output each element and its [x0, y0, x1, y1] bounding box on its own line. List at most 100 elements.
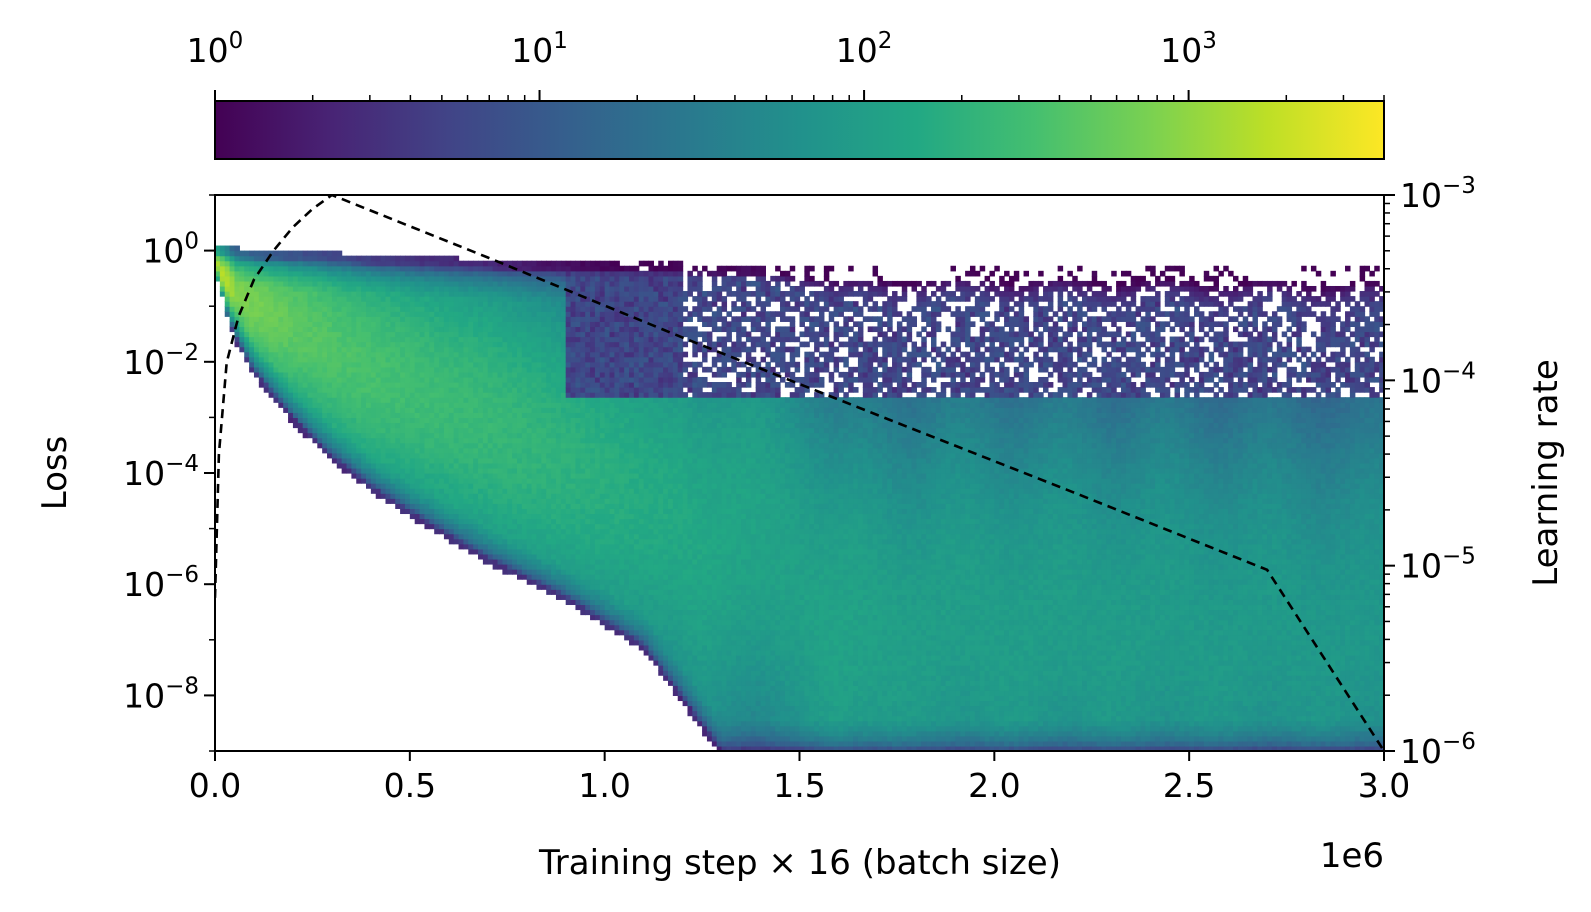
heatmap-cell: [536, 553, 542, 560]
heatmap-cell: [526, 422, 533, 429]
heatmap-cell: [541, 503, 547, 509]
heatmap-cell: [546, 574, 552, 580]
heatmap-cell: [575, 296, 581, 302]
heatmap-cell: [331, 457, 338, 464]
heatmap-cell: [531, 311, 538, 317]
heatmap-cell: [487, 533, 494, 540]
heatmap-cell: [526, 452, 533, 459]
heatmap-cell: [424, 523, 430, 530]
heatmap-cell: [624, 341, 630, 348]
heatmap-cell: [263, 316, 270, 322]
heatmap-cell: [629, 301, 635, 307]
heatmap-cell: [322, 296, 328, 302]
heatmap-cell: [599, 316, 606, 322]
heatmap-cell: [487, 387, 494, 393]
heatmap-cell: [400, 432, 406, 439]
heatmap-cell: [307, 387, 314, 393]
heatmap-cell: [638, 574, 645, 580]
heatmap-cell: [468, 462, 474, 469]
heatmap-cell: [448, 452, 455, 459]
heatmap-cell: [551, 321, 557, 328]
heatmap-cell: [551, 488, 557, 494]
heatmap-cell: [258, 346, 265, 353]
heatmap-cell: [516, 518, 523, 525]
heatmap-cell: [580, 301, 586, 307]
heatmap-cell: [609, 533, 616, 540]
heatmap-cell: [560, 270, 567, 277]
heatmap-cell: [663, 629, 669, 636]
heatmap-cell: [336, 356, 343, 363]
heatmap-cell: [555, 569, 562, 575]
heatmap-cell: [385, 382, 391, 388]
heatmap-cell: [521, 432, 528, 439]
heatmap-cell: [327, 326, 333, 333]
heatmap-cell: [643, 624, 650, 631]
heatmap-cell: [604, 316, 611, 322]
heatmap-cell: [322, 351, 328, 358]
heatmap-cell: [590, 306, 596, 312]
heatmap-cell: [516, 346, 523, 353]
heatmap-cell: [346, 376, 352, 383]
heatmap-cell: [648, 397, 654, 403]
heatmap-cell: [629, 594, 635, 600]
heatmap-cell: [633, 376, 640, 383]
heatmap-cell: [351, 397, 357, 403]
heatmap-cell: [307, 260, 314, 267]
heatmap-cell: [643, 371, 650, 378]
heatmap-cell: [614, 412, 620, 418]
heatmap-cell: [400, 361, 406, 368]
heatmap-cell: [663, 321, 669, 328]
heatmap-cell: [268, 331, 275, 338]
heatmap-cell: [404, 376, 411, 383]
heatmap-cell: [439, 462, 445, 469]
heatmap-cell: [375, 341, 382, 348]
heatmap-cell: [395, 336, 401, 343]
heatmap-cell: [443, 382, 450, 388]
heatmap-cell: [458, 447, 465, 454]
heatmap-cell: [536, 493, 542, 499]
heatmap-cell: [575, 589, 581, 595]
heatmap-cell: [429, 356, 435, 363]
heatmap-cell: [599, 407, 606, 413]
heatmap-cell: [507, 498, 513, 504]
heatmap-cell: [351, 462, 357, 469]
heatmap-cell: [370, 280, 377, 287]
heatmap-cell: [400, 285, 406, 292]
heatmap-cell: [663, 483, 669, 489]
heatmap-cell: [643, 498, 650, 504]
heatmap-cell: [473, 447, 479, 454]
heatmap-cell: [502, 553, 508, 560]
heatmap-cell: [317, 366, 323, 373]
heatmap-cell: [429, 301, 435, 307]
heatmap-cell: [590, 285, 596, 292]
heatmap-cell: [419, 478, 426, 484]
heatmap-cell: [560, 382, 567, 388]
heatmap-cell: [395, 447, 401, 454]
heatmap-cell: [643, 392, 650, 398]
heatmap-cell: [424, 371, 430, 378]
heatmap-cell: [302, 351, 309, 358]
heatmap-cell: [307, 316, 314, 322]
heatmap-cell: [604, 548, 611, 555]
heatmap-cell: [395, 285, 401, 292]
heatmap-cell: [512, 422, 518, 429]
heatmap-cell: [590, 397, 596, 403]
heatmap-cell: [555, 503, 562, 509]
heatmap-cell: [565, 513, 572, 520]
heatmap-cell: [599, 371, 606, 378]
heatmap-cell: [516, 321, 523, 328]
heatmap-cell: [648, 452, 654, 459]
heatmap-cell: [268, 361, 275, 368]
heatmap-cell: [395, 316, 401, 322]
heatmap-cell: [497, 311, 503, 317]
heatmap-cell: [521, 503, 528, 509]
heatmap-cell: [629, 599, 635, 606]
heatmap-cell: [327, 412, 333, 418]
heatmap-cell: [341, 382, 348, 388]
heatmap-cell: [439, 376, 445, 383]
heatmap-cell: [590, 558, 596, 565]
heatmap-cell: [599, 306, 606, 312]
heatmap-cell: [443, 275, 450, 282]
heatmap-cell: [458, 382, 465, 388]
heatmap-cell: [648, 609, 654, 616]
